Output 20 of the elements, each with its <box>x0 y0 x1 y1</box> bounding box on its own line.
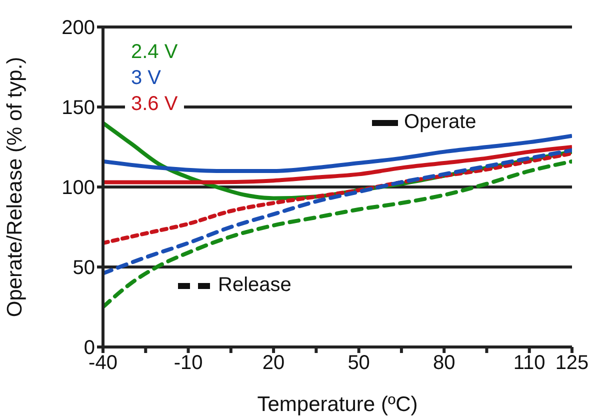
y-tick-label: 0 <box>84 337 95 360</box>
line-series <box>103 134 572 173</box>
line-series <box>103 145 572 184</box>
x-tick-label: 20 <box>262 352 285 374</box>
y-tick-label: 50 <box>72 257 95 280</box>
text: 2.4 V <box>125 39 184 65</box>
y-axis-title: Operate/Release (% of typ.) <box>3 56 26 318</box>
x-tick-label: 110 <box>513 352 546 374</box>
x-axis-title: Temperature (ºC) <box>257 393 418 416</box>
y-tick-label: 100 <box>62 177 95 200</box>
text: 3 V <box>125 65 184 91</box>
x-tick-label: 50 <box>348 352 370 374</box>
y-tick-label: 150 <box>62 97 95 120</box>
x-tick-label: 80 <box>432 352 456 374</box>
text: 3.6 V <box>125 91 184 117</box>
annotation: Operate <box>404 111 476 134</box>
annotation: Release <box>218 274 292 297</box>
y-tick-label: 200 <box>62 17 95 40</box>
x-tick-label: 125 <box>555 352 589 374</box>
x-tick-label: -10 <box>174 352 203 374</box>
